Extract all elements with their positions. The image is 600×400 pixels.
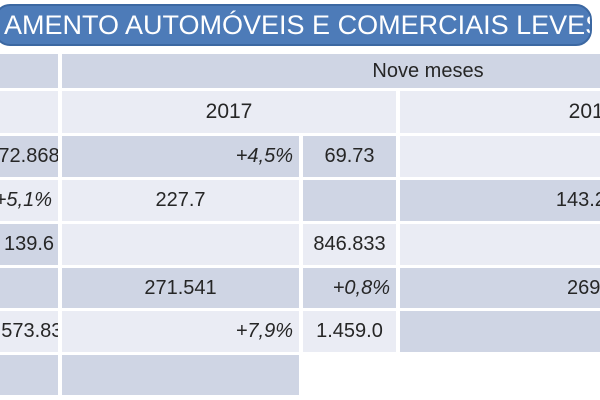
value-2017-cell: 271.541 (62, 268, 299, 308)
row-label-cell (0, 268, 58, 308)
delta-pct-cell: +4,5% (62, 136, 299, 177)
value-2016-cell: 1.459.0 (303, 311, 396, 352)
delta-pct-cell: +5,1% (0, 180, 58, 221)
row-label-cell (0, 91, 58, 133)
slide-title: AMENTO AUTOMÓVEIS E COMERCIAIS LEVES POR (4, 9, 590, 40)
title-bar: AMENTO AUTOMÓVEIS E COMERCIAIS LEVES POR (0, 4, 592, 46)
value-2017-cell: 846.833 (303, 224, 396, 265)
year-2017-cell: 2017 (62, 91, 396, 133)
clipped-row-cell (62, 355, 299, 395)
delta-pct-cell: +7,9% (62, 311, 299, 352)
row-label-cell (400, 311, 600, 352)
delta-pct-cell: +12,5% (400, 224, 600, 265)
value-2016-cell: 69.73 (303, 136, 396, 177)
delta-pct-cell: +0,8% (303, 268, 396, 308)
value-2016-cell: 139.6 (0, 224, 58, 265)
row-label-cell (62, 224, 299, 265)
row-label-cell (400, 136, 600, 177)
row-label-cell (303, 180, 396, 221)
value-2016-cell: 227.7 (62, 180, 299, 221)
year-2016-cell: 2016 (400, 91, 600, 133)
row-label-cell (0, 54, 58, 88)
value-2017-cell: 1.573.830 (0, 311, 58, 352)
clipped-row-cell (0, 355, 58, 395)
value-2017-cell: 72.868 (0, 136, 58, 177)
value-2016-cell: 269.4 (400, 268, 600, 308)
value-2017-cell: 143.249 (400, 180, 600, 221)
period-header-cell: Nove meses (62, 54, 600, 88)
data-table: Nove meses 2017 2016 72.868 +4,5% 69.73 … (0, 54, 600, 400)
